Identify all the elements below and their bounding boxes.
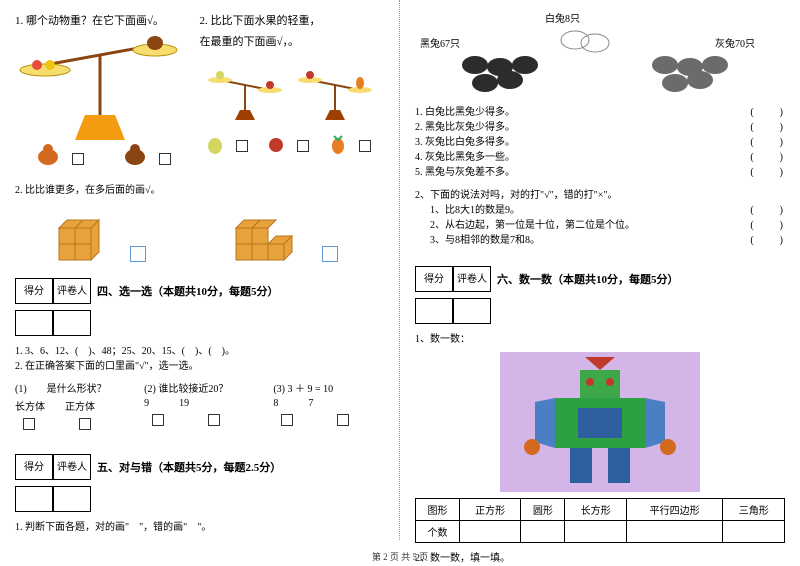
checkbox-cat[interactable]	[72, 153, 84, 165]
tf-prompt: 2、下面的说法对吗，对的打"√"，错的打"×"。	[415, 188, 785, 203]
fruit-pineapple	[328, 132, 379, 157]
score-box-6: 得分 评卷人	[415, 266, 491, 292]
animal-cat	[35, 141, 92, 170]
q2-prompt2: 在最重的下面画√，。	[200, 34, 385, 52]
s4-sub2: (2) 谁比较接近20？ 9 19	[144, 380, 266, 432]
s4-sub1: (1) 是什么形状？ 长方体 正方体	[15, 380, 137, 432]
gray-rabbits-icon	[652, 56, 728, 92]
blocks-prompt: 2. 比比谁更多，在多后面的画√。	[15, 183, 384, 198]
s4-q1: 1. 3、6、12、( )、48；25、20、15、( )、( )。	[15, 344, 384, 359]
checkbox-dog[interactable]	[159, 153, 171, 165]
animal-dog	[122, 141, 179, 170]
blocks-comparison	[15, 204, 384, 264]
s4-sub3: (3) 3 ＋ 9 = 10 8 7	[273, 380, 384, 432]
rabbit-q2: 2. 黑兔比灰兔少得多。( )	[415, 120, 785, 135]
cb-s4-2a[interactable]	[152, 414, 164, 426]
tf-2: 2、从右边起，第一位是十位，第二位是个位。( )	[415, 218, 785, 233]
s5-q1: 1. 判断下面各题，对的画" "，错的画" "。	[15, 520, 384, 535]
tf-1: 1、比8大1的数是9。( )	[415, 203, 785, 218]
th-square: 正方形	[459, 499, 521, 521]
q2-prompt1: 2. 比比下面水果的轻重，	[200, 13, 385, 31]
fruit-apple	[266, 132, 317, 157]
robot-figure	[500, 352, 700, 492]
balance-scale-1	[15, 35, 200, 165]
cb-s4-1a[interactable]	[23, 418, 35, 430]
left-column: 1. 哪个动物重？在它下面画√。	[0, 0, 400, 540]
td-tri-count[interactable]	[723, 521, 785, 543]
score-box-5-empty	[15, 486, 384, 512]
score-box-4-empty	[15, 310, 384, 336]
checkbox-pineapple[interactable]	[359, 140, 371, 152]
white-rabbits-icon	[561, 31, 609, 52]
grader-label: 评卷人	[53, 278, 91, 304]
checkbox-apple[interactable]	[297, 140, 309, 152]
section-4-title: 四、选一选（本题共10分，每题5分）	[97, 283, 279, 299]
balance-scales-fruits	[200, 55, 385, 165]
td-square-count[interactable]	[459, 521, 521, 543]
td-rect-count[interactable]	[565, 521, 627, 543]
score-label: 得分	[15, 278, 53, 304]
section-5-title: 五、对与错（本题共5分，每题2.5分）	[97, 459, 281, 475]
cb-s4-1b[interactable]	[79, 418, 91, 430]
rabbit-q5: 5. 黑兔与灰兔差不多。( )	[415, 165, 785, 180]
black-rabbits-icon	[462, 56, 538, 92]
rabbit-q1: 1. 白兔比黑兔少得多。( )	[415, 105, 785, 120]
s6-q1: 1、数一数：	[415, 332, 785, 347]
score-box-4: 得分 评卷人	[15, 278, 91, 304]
shapes-count-table: 图形 正方形 圆形 长方形 平行四边形 三角形 个数	[415, 498, 785, 543]
q1-prompt: 1. 哪个动物重？在它下面画√。	[15, 13, 200, 31]
th-para: 平行四边形	[626, 499, 723, 521]
th-circle: 圆形	[521, 499, 565, 521]
tf-3: 3、与8相邻的数是7和8。( )	[415, 233, 785, 248]
section-6-title: 六、数一数（本题共10分，每题5分）	[497, 271, 679, 287]
th-rect: 长方形	[565, 499, 627, 521]
td-para-count[interactable]	[626, 521, 723, 543]
rabbit-diagram: 白兔8只 黑兔67只 灰兔70只	[415, 10, 785, 105]
cb-s4-2b[interactable]	[208, 414, 220, 426]
block-set-2	[231, 209, 306, 264]
s4-q2: 2. 在正确答案下面的口里画"√"，选一选。	[15, 359, 384, 374]
checkbox-pear[interactable]	[236, 140, 248, 152]
rabbit-q3: 3. 灰兔比白兔多得多。( )	[415, 135, 785, 150]
checkbox-blocks-1[interactable]	[130, 246, 146, 262]
rabbit-q4: 4. 灰兔比黑兔多一些。( )	[415, 150, 785, 165]
td-count-label: 个数	[416, 521, 460, 543]
right-column: 白兔8只 黑兔67只 灰兔70只 1. 白兔	[400, 0, 800, 540]
score-box-5: 得分 评卷人	[15, 454, 91, 480]
th-shape: 图形	[416, 499, 460, 521]
th-tri: 三角形	[723, 499, 785, 521]
cb-s4-3a[interactable]	[281, 414, 293, 426]
cb-s4-3b[interactable]	[337, 414, 349, 426]
score-box-6-empty	[415, 298, 785, 324]
fruit-pear	[205, 132, 256, 157]
page-footer: 第 2 页 共 5 页	[0, 550, 800, 563]
td-circle-count[interactable]	[521, 521, 565, 543]
block-set-1	[54, 209, 114, 264]
checkbox-blocks-2[interactable]	[322, 246, 338, 262]
